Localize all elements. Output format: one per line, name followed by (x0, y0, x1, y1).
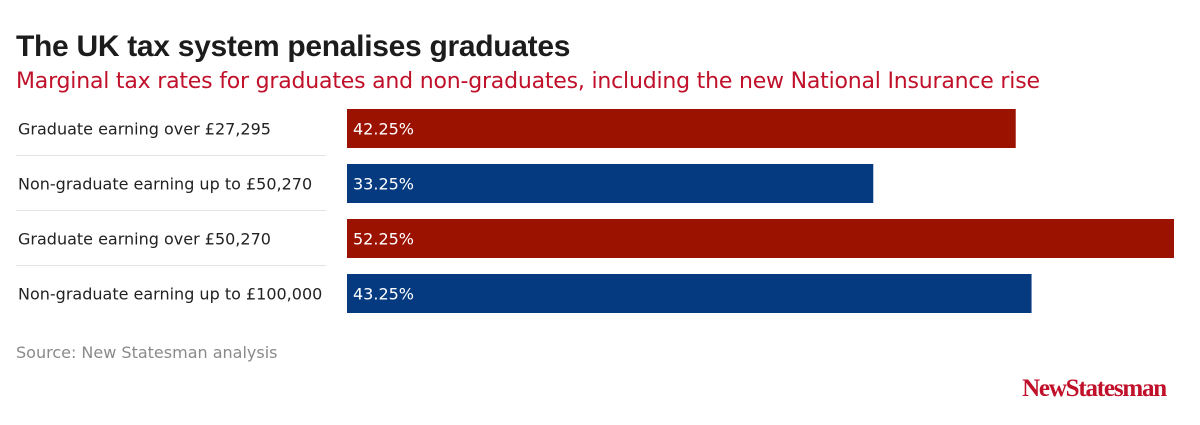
bar (347, 219, 1174, 258)
bar (347, 274, 1032, 313)
value-label: 52.25% (353, 230, 414, 249)
category-label: Graduate earning over £27,295 (18, 120, 271, 139)
source-note: Source: New Statesman analysis (16, 343, 278, 362)
bar-chart: Graduate earning over £27,295 42.25% Non-g… (16, 109, 1174, 313)
category-label: Non-graduate earning up to £50,270 (18, 175, 312, 194)
category-label: Graduate earning over £50,270 (18, 230, 271, 249)
value-label: 43.25% (353, 285, 414, 304)
value-label: 42.25% (353, 120, 414, 139)
bar (347, 164, 874, 203)
category-label: Non-graduate earning up to £100,000 (18, 285, 322, 304)
new-statesman-logo: NewStatesman (1022, 375, 1167, 402)
bar (347, 109, 1016, 148)
chart-subtitle: Marginal tax rates for graduates and non… (16, 69, 1040, 94)
chart-title: The UK tax system penalises graduates (16, 30, 571, 63)
value-label: 33.25% (353, 175, 414, 194)
